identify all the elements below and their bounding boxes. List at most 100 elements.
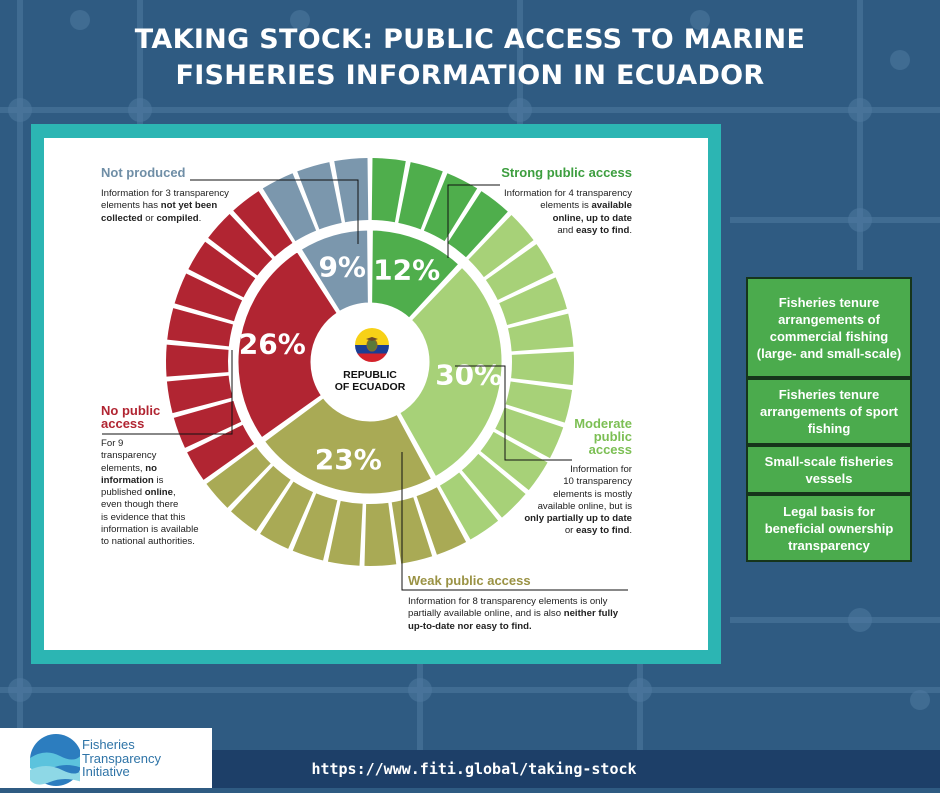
annotation-title: Strong public access	[501, 165, 632, 180]
page-title: TAKING STOCK: PUBLIC ACCESS TO MARINE FI…	[0, 22, 940, 94]
text: 10 transparency	[563, 476, 632, 488]
fiti-wave-icon	[30, 734, 82, 786]
outer-segment-moderate-access-7	[495, 407, 564, 459]
side-box-commercial-tenure: Fisheries tenure arrangements of commerc…	[746, 277, 912, 378]
text-bold: easy to find	[576, 224, 630, 236]
annotation-not-produced: Not produced Information for 3 transpare…	[101, 166, 271, 225]
outer-segment-strong-access-4	[447, 191, 508, 258]
text: .	[629, 224, 632, 236]
annotation-strong-access: Strong public access Information for 4 t…	[480, 166, 632, 237]
text-bold: online, up to date	[552, 212, 632, 224]
annotation-title: Not produced	[101, 165, 186, 180]
outer-segment-no-access-5	[167, 308, 234, 347]
outer-segment-moderate-access-8	[480, 431, 548, 491]
outer-segment-no-access-3	[166, 375, 233, 414]
text-bold: easy to find	[576, 525, 630, 537]
outer-segment-weak-access-1	[416, 487, 467, 555]
outer-segment-not-produced-2	[297, 162, 342, 230]
outer-segment-moderate-access-4	[507, 313, 574, 352]
leader-lines	[102, 179, 628, 591]
side-box-small-scale-vessels: Small-scale fisheries vessels	[746, 445, 912, 494]
text-bold: available	[591, 200, 632, 212]
text-bold: up-to-date nor easy to find.	[408, 620, 532, 632]
text: and	[557, 224, 577, 236]
outer-segment-strong-access-3	[423, 173, 478, 242]
value-labels: 9% 12% 30% 23% 26%	[239, 250, 502, 476]
outer-segment-weak-access-7	[231, 465, 291, 532]
outer-segment-not-produced-1	[262, 173, 317, 242]
text: information is available	[101, 524, 199, 536]
text: public	[593, 429, 632, 444]
outer-segment-moderate-access-10	[439, 472, 499, 540]
text: is evidence that this	[101, 511, 186, 523]
text: to national authorities.	[101, 536, 195, 548]
annotation-title: Moderate public access	[512, 417, 632, 456]
logo-line-2: Transparency	[82, 750, 161, 766]
text: No public	[101, 403, 161, 418]
annotation-title: Weak public access	[408, 573, 531, 588]
leader-weak	[401, 452, 628, 591]
text: For 9	[101, 438, 124, 449]
text: access	[588, 442, 632, 457]
text: elements is	[540, 200, 592, 212]
text-bold: not yet been	[160, 200, 218, 212]
text: Information for 4 transparency	[504, 188, 632, 199]
text-bold: only partially up to date	[524, 513, 632, 525]
outer-segment-moderate-access-1	[468, 215, 534, 278]
text-bold: collected	[101, 212, 143, 224]
outer-segment-strong-access-2	[398, 162, 443, 230]
text-bold: no	[145, 462, 157, 474]
text-bold: neither fully	[563, 608, 619, 620]
outer-segment-weak-access-3	[364, 502, 397, 566]
outer-segment-moderate-access-9	[461, 453, 526, 518]
title-line-1: TAKING STOCK: PUBLIC ACCESS TO MARINE	[134, 24, 806, 55]
text: .	[629, 525, 632, 537]
value-label-no-access: 26%	[239, 327, 306, 360]
outer-ring	[166, 158, 574, 566]
text-bold: compiled	[156, 212, 199, 224]
outer-segment-weak-access-4	[327, 500, 363, 566]
text: access	[101, 416, 145, 431]
annotation-title: No public access	[101, 404, 241, 430]
text: elements has	[101, 200, 161, 212]
outer-segment-not-produced-3	[334, 158, 369, 223]
side-box-sport-tenure: Fisheries tenure arrangements of sport f…	[746, 378, 912, 445]
logo-text: Fisheries Transparency Initiative	[82, 738, 161, 779]
outer-segment-strong-access-1	[371, 158, 406, 223]
outer-segment-weak-access-8	[206, 446, 271, 508]
outer-segment-moderate-access-5	[511, 351, 574, 386]
leader-not-produced	[190, 179, 359, 244]
center-hole	[312, 304, 428, 420]
leader-no-access	[102, 350, 233, 435]
text: published	[101, 487, 145, 499]
outer-segment-no-access-2	[173, 400, 242, 448]
outer-segment-moderate-access-3	[499, 277, 567, 326]
text: transparency	[101, 450, 157, 462]
text: Information for	[570, 464, 632, 475]
text: ,	[173, 487, 176, 499]
text: or	[564, 525, 577, 537]
logo-line-3: Initiative	[82, 764, 130, 779]
text: even though there	[101, 499, 179, 511]
text: or	[142, 212, 157, 224]
center-label-line-1: REPUBLIC	[343, 369, 397, 381]
outer-segment-no-access-9	[233, 191, 293, 257]
outer-segment-no-access-8	[208, 214, 273, 276]
text: Information for 8 transparency elements …	[408, 596, 608, 607]
leader-moderate	[455, 365, 572, 461]
leader-strong	[447, 184, 500, 258]
text-bold: online	[144, 487, 173, 499]
footer-url-link[interactable]: https://www.fiti.global/taking-stock	[311, 760, 637, 778]
text-bold: information	[101, 474, 154, 486]
annotation-moderate-access: Moderate public access Information for 1…	[512, 417, 632, 538]
outer-segment-no-access-1	[187, 424, 255, 480]
text: Information for 3 transparency	[101, 188, 229, 199]
outer-segment-moderate-access-2	[485, 244, 554, 300]
value-label-strong-access: 12%	[373, 253, 440, 286]
text: elements,	[101, 462, 146, 474]
outer-segment-no-access-7	[188, 241, 256, 298]
inner-slice-strong-access	[369, 227, 463, 322]
outer-segment-weak-access-6	[260, 481, 314, 549]
